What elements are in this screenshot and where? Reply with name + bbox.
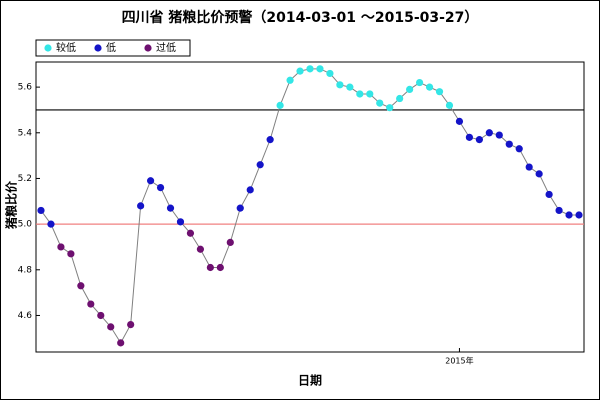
data-point <box>166 204 175 212</box>
data-point <box>415 78 424 87</box>
data-point <box>316 65 324 73</box>
data-point <box>236 204 244 212</box>
y-tick-label: 5.2 <box>18 174 32 184</box>
legend-marker <box>94 44 102 52</box>
legend-marker <box>44 44 52 52</box>
data-point <box>107 323 115 331</box>
data-point <box>366 90 374 98</box>
data-point <box>505 140 513 148</box>
data-point <box>246 186 254 194</box>
data-point <box>376 99 384 107</box>
y-tick-label: 5.6 <box>18 83 33 93</box>
data-point <box>346 83 354 91</box>
data-point <box>176 218 185 226</box>
data-point <box>326 69 334 78</box>
data-point <box>186 229 195 237</box>
legend-label: 过低 <box>156 41 176 54</box>
data-point <box>137 202 145 210</box>
x-tick-label: 2015年 <box>445 356 473 366</box>
data-point <box>97 311 105 320</box>
data-point <box>286 76 294 84</box>
data-point <box>57 243 65 251</box>
data-point <box>555 206 563 215</box>
data-point <box>127 320 135 329</box>
data-point <box>535 170 543 178</box>
data-point <box>296 67 304 75</box>
data-point <box>565 211 573 219</box>
data-point <box>266 136 274 144</box>
data-point <box>475 136 483 144</box>
y-tick-label: 4.6 <box>18 311 33 321</box>
y-tick-label: 5.4 <box>18 128 33 138</box>
data-point <box>196 245 205 253</box>
legend-box <box>35 39 191 57</box>
data-point <box>216 263 224 272</box>
data-point <box>156 183 165 192</box>
data-point <box>386 104 394 112</box>
data-point <box>525 163 533 171</box>
data-point <box>445 101 454 109</box>
data-point <box>87 300 95 308</box>
data-point <box>256 161 264 169</box>
data-point <box>67 250 75 258</box>
data-point <box>406 85 414 94</box>
x-axis-label: 日期 <box>298 373 322 388</box>
data-point <box>545 190 553 199</box>
data-point <box>575 211 583 219</box>
data-point <box>465 133 474 141</box>
data-point <box>276 101 284 109</box>
data-point <box>396 94 404 103</box>
data-point <box>435 88 444 96</box>
data-point <box>425 83 434 91</box>
data-point <box>485 129 493 137</box>
y-tick-label: 4.8 <box>18 265 33 275</box>
data-point <box>206 263 214 272</box>
chart-title: 四川省 猪粮比价预警（2014-03-01 ～2015-03-27） <box>122 9 479 26</box>
plot-frame <box>35 61 585 353</box>
data-point <box>495 131 503 139</box>
legend-label: 较低 <box>56 41 76 54</box>
data-point <box>356 90 364 98</box>
legend-label: 低 <box>106 41 116 54</box>
y-axis-label: 猪粮比价 <box>4 180 19 230</box>
data-point <box>455 117 464 125</box>
y-tick-label: 5.0 <box>18 220 33 230</box>
data-point <box>226 238 234 246</box>
data-point <box>336 81 344 89</box>
data-point <box>146 177 155 185</box>
data-point <box>77 282 85 290</box>
data-point <box>515 145 523 153</box>
data-point <box>117 339 125 347</box>
data-point <box>306 65 314 73</box>
legend-marker <box>144 44 152 52</box>
data-point <box>37 206 45 215</box>
data-point <box>47 220 55 228</box>
